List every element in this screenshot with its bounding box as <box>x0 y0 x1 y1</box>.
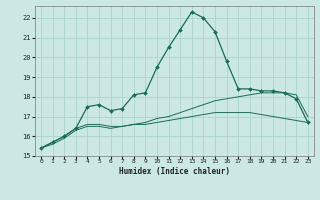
X-axis label: Humidex (Indice chaleur): Humidex (Indice chaleur) <box>119 167 230 176</box>
